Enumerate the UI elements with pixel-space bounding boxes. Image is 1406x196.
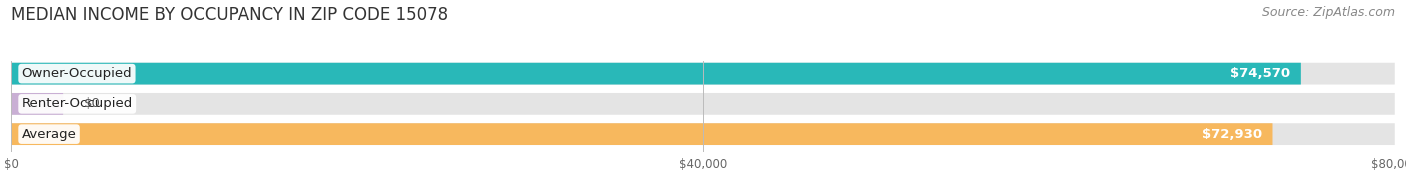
FancyBboxPatch shape	[11, 123, 1395, 145]
FancyBboxPatch shape	[11, 63, 1395, 84]
Text: Renter-Occupied: Renter-Occupied	[21, 97, 134, 110]
FancyBboxPatch shape	[11, 93, 63, 115]
Text: $74,570: $74,570	[1230, 67, 1291, 80]
Text: Source: ZipAtlas.com: Source: ZipAtlas.com	[1261, 6, 1395, 19]
Text: MEDIAN INCOME BY OCCUPANCY IN ZIP CODE 15078: MEDIAN INCOME BY OCCUPANCY IN ZIP CODE 1…	[11, 6, 449, 24]
FancyBboxPatch shape	[11, 123, 1272, 145]
FancyBboxPatch shape	[11, 63, 1301, 84]
FancyBboxPatch shape	[11, 93, 1395, 115]
Text: Owner-Occupied: Owner-Occupied	[21, 67, 132, 80]
Text: Average: Average	[21, 128, 76, 141]
Text: $0: $0	[84, 97, 101, 110]
Text: $72,930: $72,930	[1202, 128, 1263, 141]
